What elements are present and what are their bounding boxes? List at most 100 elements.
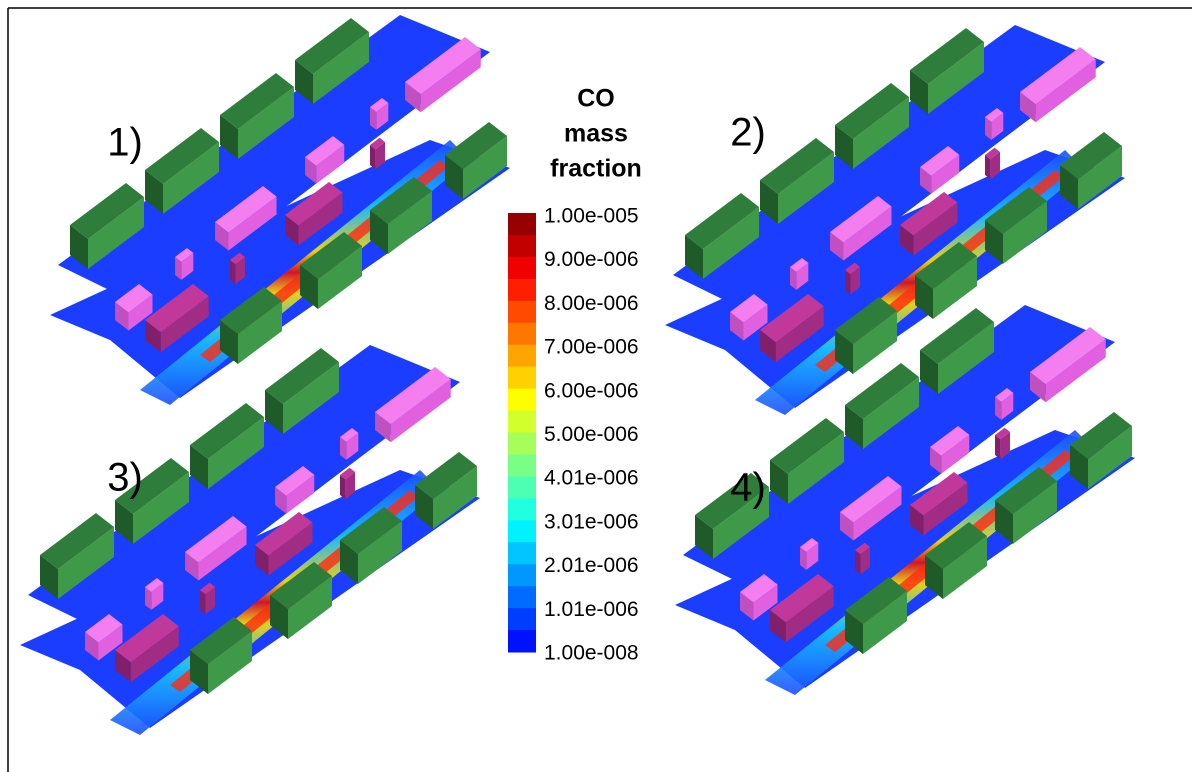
box-side [305, 157, 317, 184]
box-side [920, 167, 932, 194]
box-top [285, 182, 343, 226]
colorbar-band [508, 608, 536, 631]
colorbar-band [508, 366, 536, 390]
colorbar-tick-label: 8.00e-006 [544, 292, 639, 315]
panel-label: 2) [730, 111, 766, 155]
box-top [920, 146, 960, 176]
box-front [198, 526, 247, 581]
box-side [840, 512, 854, 541]
colorbar-band [508, 213, 536, 236]
box-top [145, 578, 164, 592]
box-front [286, 474, 315, 514]
contour-panel [50, 15, 510, 405]
box-top [145, 128, 219, 184]
box-side [295, 60, 313, 104]
upper-plane [683, 305, 1115, 600]
colorbar-tick-label: 6.00e-006 [544, 379, 639, 402]
box-side [145, 170, 163, 214]
box-side [300, 265, 318, 309]
colorbar-band [508, 410, 536, 433]
box-front [1045, 339, 1106, 403]
box-front [923, 482, 968, 536]
box-side [740, 592, 754, 621]
colorbar-band [508, 542, 536, 565]
colorbar-band [508, 388, 536, 412]
box-front [938, 322, 994, 394]
box-side [175, 257, 182, 280]
box-side [145, 320, 161, 353]
box-front [713, 487, 769, 559]
box-top [265, 348, 339, 404]
box-top [730, 294, 768, 323]
box-front [128, 294, 153, 331]
box-side [985, 117, 992, 140]
box-front [788, 432, 844, 504]
box-top [855, 542, 870, 555]
box-top [300, 232, 362, 279]
box-side [415, 485, 433, 529]
box-side [115, 650, 131, 683]
box-front [283, 362, 339, 434]
box-front [853, 97, 909, 169]
colorbar-band [508, 586, 536, 609]
colorbar-tick-label: 3.01e-006 [544, 510, 639, 533]
box-side [800, 547, 807, 570]
box-top [295, 18, 369, 74]
box-side [930, 447, 942, 474]
colorbar-tick-label: 1.00e-008 [544, 642, 639, 665]
box-top [190, 617, 252, 664]
box-side [190, 445, 208, 489]
box-front [433, 466, 477, 529]
box-top [415, 452, 477, 499]
box-side [40, 555, 58, 599]
box-side [190, 650, 208, 694]
box-side [910, 505, 924, 536]
box-front [863, 591, 907, 654]
colorbar-tick-label: 7.00e-006 [544, 336, 639, 359]
box-top [40, 513, 114, 569]
box-front [703, 207, 759, 279]
box-front [931, 154, 960, 194]
box-top [115, 614, 179, 663]
colorbar-band [508, 234, 536, 258]
box-front [313, 32, 369, 104]
box-side [285, 215, 299, 246]
colorbar-tick-label: 5.00e-006 [544, 423, 639, 446]
box-top [800, 538, 819, 552]
box-top [445, 122, 507, 169]
box-front [298, 192, 343, 246]
box-top [835, 297, 897, 344]
box-side [845, 270, 851, 295]
box-side [1020, 92, 1036, 123]
box-front [775, 306, 824, 363]
box-side [790, 267, 797, 290]
box-top [305, 136, 345, 166]
box-top [230, 252, 245, 265]
box-side [900, 225, 914, 256]
box-side [215, 222, 229, 251]
box-top [370, 177, 432, 224]
box-front [420, 49, 481, 113]
box-side [760, 180, 778, 224]
box-side [760, 330, 776, 363]
box-front [346, 432, 359, 460]
box-top [405, 37, 481, 95]
colorbar-band [508, 454, 536, 477]
box-top [790, 258, 809, 272]
colorbar-band [508, 344, 536, 368]
box-front [860, 547, 870, 575]
box-top [370, 137, 385, 150]
box-side [920, 350, 938, 394]
box-front [235, 257, 245, 285]
box-side [915, 275, 933, 319]
box-side [995, 500, 1013, 544]
panel-label: 1) [107, 121, 143, 165]
colorbar-band [508, 476, 536, 499]
box-side [695, 515, 713, 559]
colorbar-band [508, 630, 536, 653]
colorbar-band [508, 322, 536, 346]
box-front [778, 152, 834, 224]
box-side [370, 210, 388, 254]
contour-panel [665, 25, 1125, 415]
box-front [88, 197, 144, 269]
